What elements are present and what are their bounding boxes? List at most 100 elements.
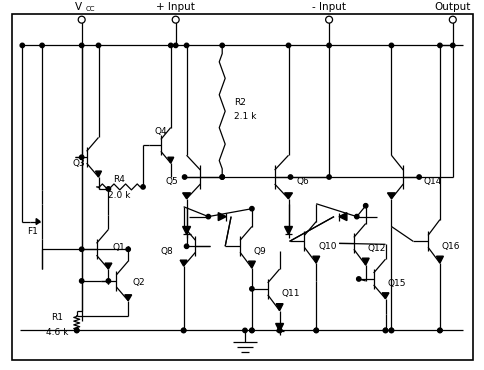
- Text: + Input: + Input: [156, 2, 195, 12]
- Circle shape: [448, 16, 455, 23]
- Text: Q5: Q5: [166, 178, 178, 186]
- Circle shape: [437, 43, 441, 48]
- Circle shape: [363, 204, 367, 208]
- Circle shape: [75, 328, 79, 333]
- Text: CC: CC: [86, 6, 95, 12]
- Text: V: V: [75, 2, 82, 12]
- Circle shape: [389, 328, 393, 333]
- Polygon shape: [36, 219, 40, 225]
- Text: Q15: Q15: [387, 279, 405, 288]
- Text: Q2: Q2: [132, 278, 145, 287]
- Circle shape: [79, 43, 84, 48]
- Circle shape: [325, 16, 332, 23]
- Circle shape: [20, 43, 24, 48]
- Circle shape: [126, 247, 130, 252]
- Circle shape: [354, 215, 358, 219]
- Circle shape: [106, 279, 110, 283]
- Circle shape: [181, 328, 185, 333]
- Text: R1: R1: [51, 313, 63, 322]
- Circle shape: [168, 43, 173, 48]
- Polygon shape: [381, 293, 388, 299]
- Polygon shape: [275, 304, 283, 311]
- Polygon shape: [248, 261, 255, 268]
- Text: Q3: Q3: [73, 159, 85, 168]
- Circle shape: [206, 215, 210, 219]
- Circle shape: [416, 175, 421, 179]
- Circle shape: [184, 43, 188, 48]
- Circle shape: [220, 175, 224, 179]
- Polygon shape: [312, 256, 319, 263]
- Polygon shape: [284, 193, 292, 199]
- Circle shape: [286, 43, 290, 48]
- Circle shape: [40, 43, 44, 48]
- Polygon shape: [338, 213, 346, 221]
- Circle shape: [184, 244, 188, 249]
- Circle shape: [182, 175, 186, 179]
- Polygon shape: [436, 256, 442, 263]
- Text: Q6: Q6: [296, 178, 308, 186]
- Circle shape: [249, 328, 254, 333]
- Circle shape: [326, 43, 331, 48]
- Text: Q1: Q1: [112, 243, 125, 252]
- Circle shape: [382, 328, 387, 333]
- Polygon shape: [218, 213, 226, 221]
- Circle shape: [314, 328, 318, 333]
- Circle shape: [79, 279, 84, 283]
- Circle shape: [277, 328, 281, 333]
- Text: Q8: Q8: [161, 247, 173, 256]
- Polygon shape: [275, 323, 283, 332]
- Text: R2: R2: [234, 98, 245, 107]
- Polygon shape: [284, 226, 292, 235]
- Circle shape: [75, 328, 79, 333]
- Circle shape: [172, 16, 179, 23]
- Text: Output: Output: [434, 2, 470, 12]
- Circle shape: [106, 187, 110, 191]
- Polygon shape: [95, 171, 101, 177]
- Circle shape: [314, 328, 318, 333]
- Polygon shape: [105, 263, 112, 269]
- Circle shape: [389, 43, 393, 48]
- Text: F1: F1: [27, 227, 38, 236]
- Circle shape: [277, 328, 281, 333]
- Circle shape: [220, 43, 224, 48]
- Polygon shape: [182, 193, 190, 199]
- Circle shape: [389, 328, 393, 333]
- Circle shape: [242, 328, 247, 333]
- Circle shape: [79, 247, 84, 252]
- Text: Q11: Q11: [281, 289, 300, 298]
- Text: Q16: Q16: [441, 242, 459, 251]
- Circle shape: [181, 328, 185, 333]
- Circle shape: [287, 175, 292, 179]
- Text: 2.0 k: 2.0 k: [108, 191, 130, 200]
- Circle shape: [437, 328, 441, 333]
- Circle shape: [450, 43, 454, 48]
- Text: Q10: Q10: [318, 242, 336, 251]
- Circle shape: [78, 16, 85, 23]
- Circle shape: [173, 43, 178, 48]
- Text: R4: R4: [113, 175, 125, 184]
- Polygon shape: [182, 226, 190, 235]
- Circle shape: [249, 328, 254, 333]
- Polygon shape: [124, 295, 131, 301]
- Circle shape: [382, 328, 387, 333]
- Circle shape: [326, 175, 331, 179]
- Circle shape: [220, 175, 224, 179]
- Circle shape: [140, 185, 145, 189]
- Circle shape: [437, 328, 441, 333]
- Circle shape: [96, 43, 101, 48]
- Text: Q14: Q14: [422, 178, 440, 186]
- Polygon shape: [167, 157, 173, 163]
- Text: Q12: Q12: [367, 244, 385, 253]
- Circle shape: [79, 155, 84, 159]
- Polygon shape: [387, 193, 394, 199]
- Polygon shape: [180, 260, 187, 266]
- Circle shape: [249, 206, 254, 211]
- Text: Q9: Q9: [253, 247, 266, 256]
- Circle shape: [356, 277, 360, 281]
- Text: 2.1 k: 2.1 k: [234, 112, 256, 121]
- Circle shape: [249, 287, 254, 291]
- Text: - Input: - Input: [311, 2, 346, 12]
- Text: 4.6 k: 4.6 k: [45, 328, 68, 337]
- Polygon shape: [362, 258, 368, 265]
- Text: Q4: Q4: [154, 127, 167, 136]
